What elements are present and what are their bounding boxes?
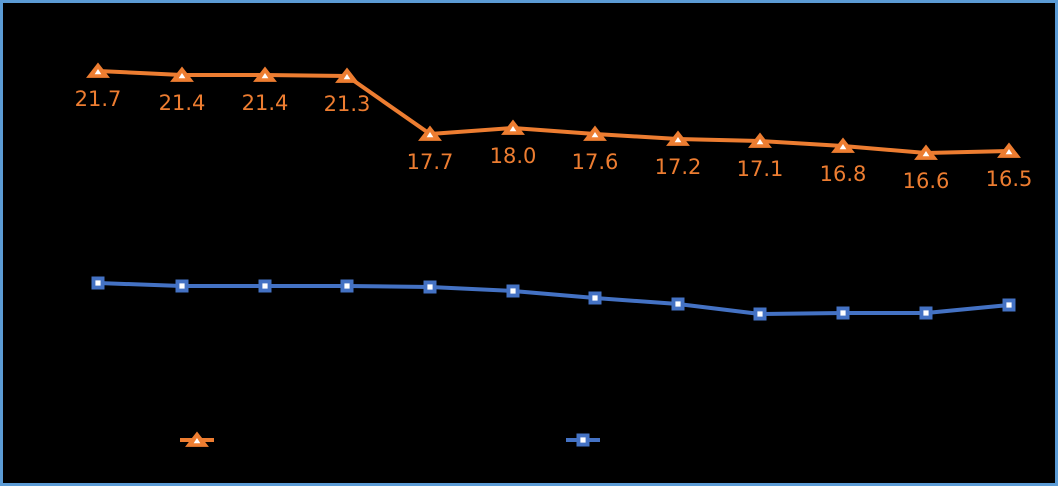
data-point-marker-triangle xyxy=(583,125,607,141)
data-point-marker-triangle xyxy=(831,137,855,153)
data-label: 21.4 xyxy=(241,91,289,115)
data-point-marker-triangle xyxy=(170,66,194,82)
data-point-marker-square xyxy=(1002,298,1016,312)
chart-plot-area xyxy=(86,62,1021,447)
data-point-marker-triangle xyxy=(86,62,110,78)
data-point-marker-triangle xyxy=(253,66,277,82)
data-point-marker-triangle xyxy=(501,119,525,135)
data-point-marker-square xyxy=(753,307,767,321)
series-orange-line xyxy=(86,62,1021,160)
data-label: 16.6 xyxy=(902,169,950,193)
data-point-marker-square xyxy=(175,279,189,293)
data-point-marker-triangle xyxy=(666,130,690,146)
data-label: 16.8 xyxy=(819,162,867,186)
data-point-marker-triangle xyxy=(185,431,209,447)
data-point-marker-triangle xyxy=(335,67,359,83)
data-point-marker-triangle xyxy=(914,144,938,160)
data-point-marker-square xyxy=(423,280,437,294)
data-label: 21.7 xyxy=(74,87,122,111)
data-point-marker-triangle xyxy=(997,142,1021,158)
data-point-marker-square xyxy=(506,284,520,298)
data-point-marker-square xyxy=(588,291,602,305)
data-label: 18.0 xyxy=(489,144,537,168)
data-point-marker-square xyxy=(671,297,685,311)
blue-markers-group xyxy=(91,276,1016,321)
orange-markers-group xyxy=(86,62,1021,160)
data-point-marker-triangle xyxy=(418,125,442,141)
data-label: 17.6 xyxy=(571,150,619,174)
orange-line-path xyxy=(96,69,1011,155)
data-point-marker-triangle xyxy=(748,132,772,148)
data-label: 17.1 xyxy=(736,157,784,181)
blue-line-path xyxy=(96,281,1011,316)
data-label: 16.5 xyxy=(985,167,1033,191)
data-label: 21.3 xyxy=(323,92,371,116)
legend-markers-group xyxy=(180,431,600,447)
data-point-marker-square xyxy=(919,306,933,320)
series-blue-line xyxy=(91,276,1016,321)
data-point-marker-square xyxy=(91,276,105,290)
data-label: 17.2 xyxy=(654,155,702,179)
data-point-marker-square xyxy=(340,279,354,293)
data-label: 17.7 xyxy=(406,150,454,174)
data-label: 21.4 xyxy=(158,91,206,115)
data-point-marker-square xyxy=(576,433,590,447)
data-point-marker-square xyxy=(836,306,850,320)
data-point-marker-square xyxy=(258,279,272,293)
